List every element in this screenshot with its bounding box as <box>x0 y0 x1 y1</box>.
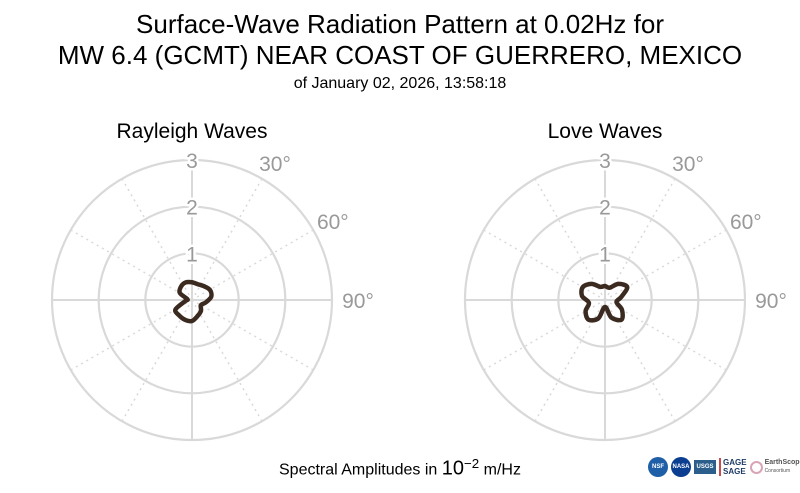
earthscope-mark-icon <box>749 460 763 474</box>
nsf-logo: NSF <box>648 457 668 477</box>
gage-sage-logo: GAGE SAGE <box>719 458 747 476</box>
earthscope-logo: EarthScope Consortium <box>749 459 800 475</box>
rayleigh-rtick-3: 3 <box>186 150 198 173</box>
love-spoke-330 <box>534 178 606 301</box>
nasa-logo: NASA <box>671 457 691 477</box>
earthscope-sub-label: Consortium <box>764 468 791 474</box>
rayleigh-theta-label-60: 60° <box>317 211 349 234</box>
love-theta-label-30: 30° <box>672 153 704 176</box>
love-panel-title: Love Waves <box>547 120 663 143</box>
rayleigh-spoke-300 <box>70 229 193 301</box>
love-ring-3 <box>463 158 747 442</box>
rayleigh-spoke-150 <box>191 299 263 422</box>
love-rtick-2: 2 <box>599 197 611 220</box>
caption-exponent: −2 <box>464 456 480 471</box>
sponsor-logos: NSF NASA USGS GAGE SAGE EarthScope Conso… <box>648 452 800 482</box>
caption-base: 10 <box>441 457 464 480</box>
rayleigh-spoke-330 <box>121 178 193 301</box>
love-rtick-3: 3 <box>599 150 611 173</box>
event-date: of January 02, 2026, 13:58:18 <box>293 75 507 92</box>
rayleigh-panel-title: Rayleigh Waves <box>116 120 268 143</box>
rayleigh-spoke-30 <box>191 178 263 301</box>
love-theta-label-90: 90° <box>755 290 787 313</box>
love-ring-2 <box>510 205 700 395</box>
chart-subtitle: MW 6.4 (GCMT) NEAR COAST OF GUERRERO, ME… <box>57 40 743 70</box>
caption-prefix: Spectral Amplitudes in <box>279 461 442 479</box>
rayleigh-pattern-series-0 <box>173 279 214 324</box>
rayleigh-theta-label-90: 90° <box>342 290 374 313</box>
rayleigh-ring-3 <box>50 158 334 442</box>
earthscope-label: EarthScope <box>764 459 800 466</box>
love-rtick-1: 1 <box>599 243 611 266</box>
gage-label: GAGE <box>723 458 747 467</box>
rayleigh-rtick-1: 1 <box>186 243 198 266</box>
love-ring-1 <box>557 252 653 348</box>
rayleigh-theta-label-30: 30° <box>259 153 291 176</box>
rayleigh-ring-2 <box>97 205 287 395</box>
chart-title: Surface-Wave Radiation Pattern at 0.02Hz… <box>136 9 664 39</box>
love-spoke-60 <box>604 229 727 301</box>
love-pattern-series-0 <box>579 281 630 323</box>
love-spoke-300 <box>483 229 606 301</box>
love-spoke-30 <box>604 178 676 301</box>
caption-unit: m/Hz <box>479 461 521 479</box>
rayleigh-spoke-120 <box>191 299 314 371</box>
rayleigh-ring-1 <box>144 252 240 348</box>
rayleigh-rtick-2: 2 <box>186 197 198 220</box>
sage-label: SAGE <box>723 467 746 476</box>
usgs-logo: USGS <box>694 460 716 474</box>
love-theta-label-60: 60° <box>730 211 762 234</box>
amplitude-units-caption: Spectral Amplitudes in 10−2 m/Hz <box>0 453 800 481</box>
